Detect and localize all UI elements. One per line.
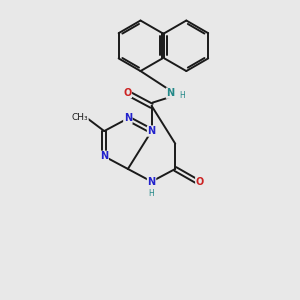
Text: H: H bbox=[179, 91, 185, 100]
Text: N: N bbox=[167, 88, 175, 98]
Text: O: O bbox=[123, 88, 131, 98]
Text: N: N bbox=[124, 113, 132, 123]
Text: CH₃: CH₃ bbox=[72, 113, 88, 122]
Text: N: N bbox=[148, 177, 156, 187]
Text: O: O bbox=[196, 177, 204, 187]
Text: N: N bbox=[100, 151, 108, 161]
Text: H: H bbox=[149, 189, 155, 198]
Text: N: N bbox=[148, 126, 156, 136]
